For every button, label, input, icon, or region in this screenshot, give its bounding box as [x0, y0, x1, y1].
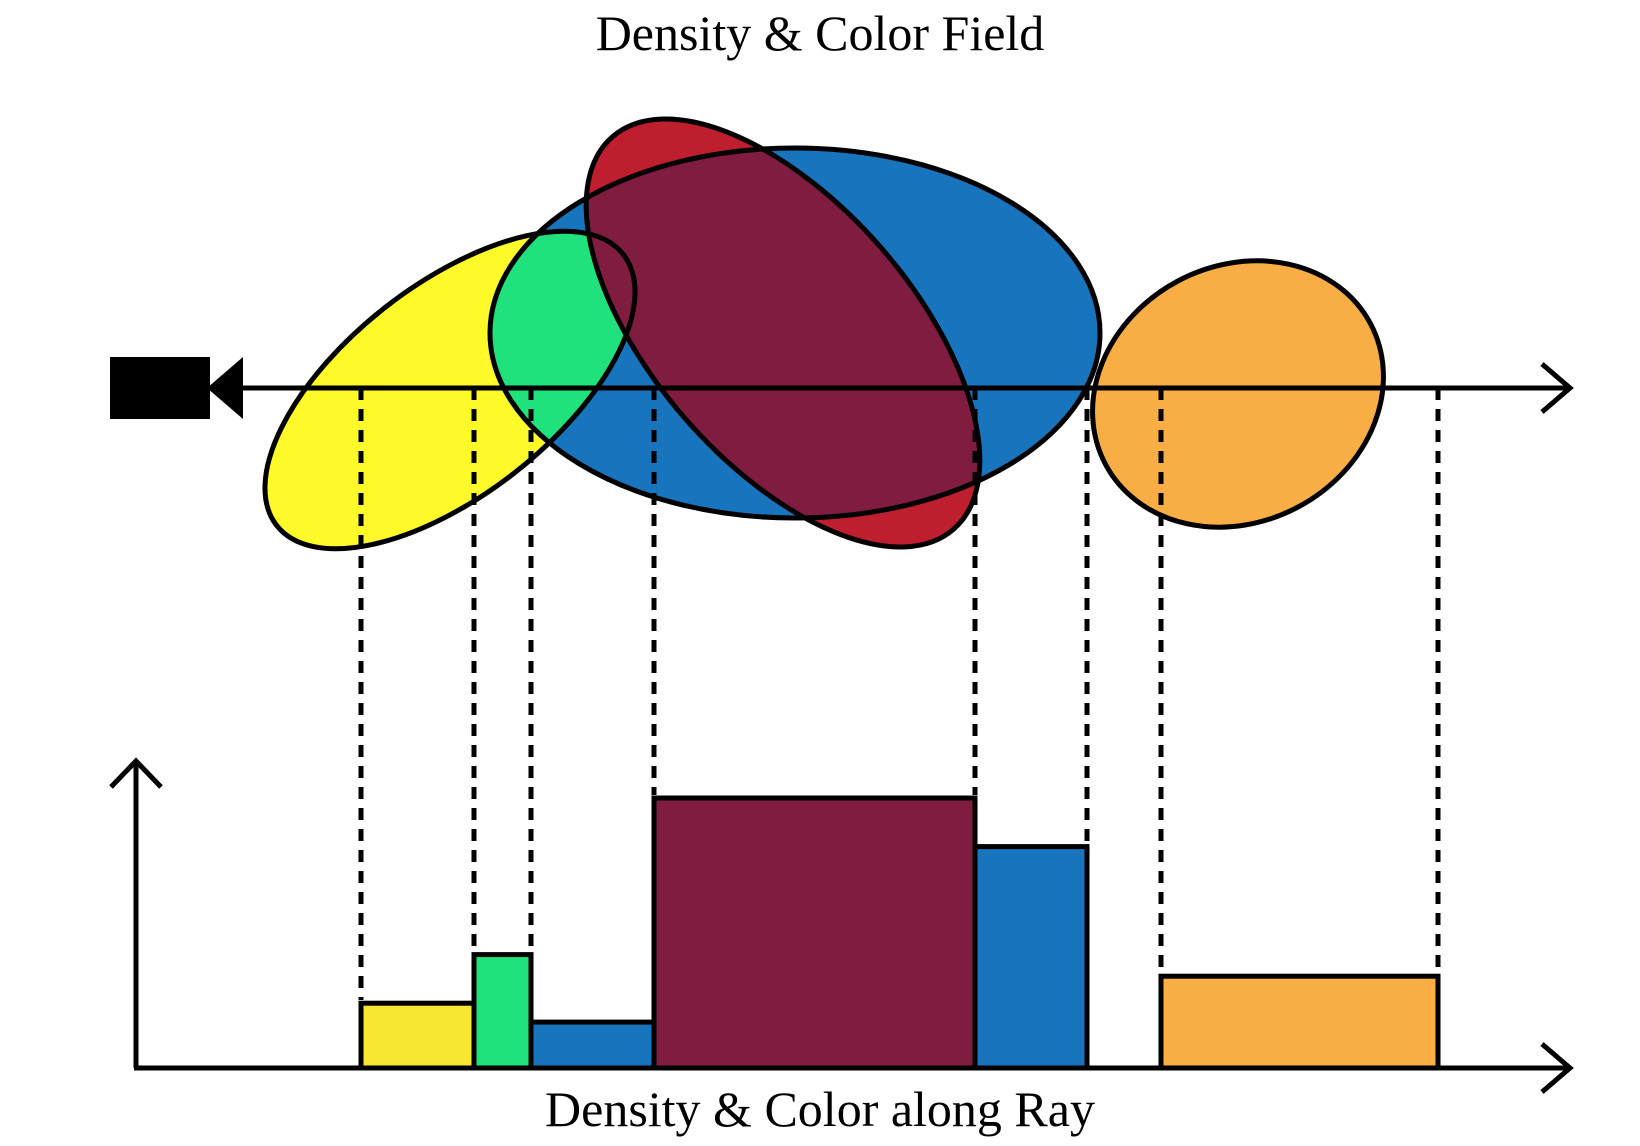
x-axis-arrowhead	[1540, 1042, 1574, 1094]
camera-icon	[110, 357, 243, 419]
density-bars	[358, 795, 1441, 1071]
projection-lines	[358, 388, 1441, 1000]
segment-blue-high	[972, 844, 1090, 1071]
segment-maroon	[651, 795, 978, 1071]
blue-red-overlap	[586, 148, 980, 518]
red-ellipse-outline	[583, 116, 983, 550]
orange-ellipse	[1090, 258, 1386, 530]
ray-arrowhead	[1540, 362, 1574, 414]
segment-orange	[1158, 973, 1441, 1071]
ray-title: Density & Color along Ray	[545, 1081, 1095, 1137]
segment-green	[471, 952, 534, 1071]
segment-blue-low	[528, 1019, 657, 1071]
y-axis-arrowhead	[109, 757, 163, 789]
segment-yellow	[358, 1000, 477, 1071]
blue-ellipse-outline	[487, 145, 1103, 521]
field-title: Density & Color Field	[595, 5, 1045, 61]
yellow-ellipse-outline	[262, 228, 638, 552]
